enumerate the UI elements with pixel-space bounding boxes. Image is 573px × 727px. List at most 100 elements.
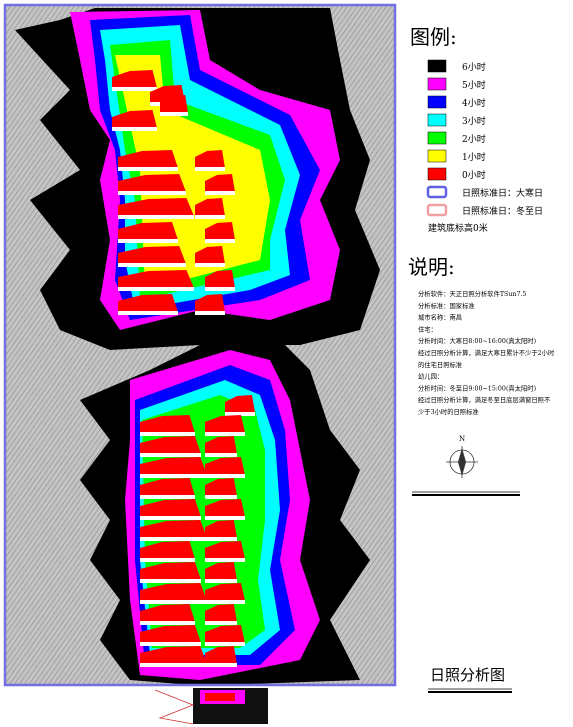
compass-label: N (459, 435, 465, 443)
legend-swatch (427, 149, 447, 163)
site-plan (5, 5, 395, 685)
building (205, 191, 235, 195)
legend-swatch (427, 95, 447, 109)
building-shadow (140, 415, 195, 433)
building-shadow (140, 583, 207, 601)
legend-label: 0小时 (462, 169, 486, 181)
building-shadow (118, 294, 178, 312)
note-line: 的住宅日照标准 (418, 360, 462, 369)
building (205, 537, 237, 541)
legend-swatch (426, 185, 448, 199)
building-shadow (118, 270, 194, 288)
building (205, 558, 245, 562)
note-line: 分析标准：国家标准 (418, 301, 475, 310)
compass: N (446, 435, 478, 478)
building-shadow (205, 270, 235, 288)
inset-leader (154, 689, 195, 725)
building (205, 621, 237, 625)
note-line: 少于3小时的日照标准 (418, 407, 479, 416)
building (140, 558, 195, 562)
building (205, 453, 237, 457)
building-shadow (140, 478, 195, 496)
building-shadow (140, 457, 207, 475)
legend-label: 3小时 (462, 115, 486, 127)
building-shadow (205, 520, 237, 538)
building-shadow (112, 70, 157, 88)
legend-label: 4小时 (462, 97, 486, 109)
building (140, 621, 195, 625)
building (140, 495, 195, 499)
building-shadow (205, 222, 235, 240)
building (140, 474, 207, 478)
building (140, 432, 195, 436)
building (118, 311, 178, 315)
note-line: 分析时间：大寒日8:00~16:00(真太阳时) (418, 336, 536, 345)
building-shadow (140, 562, 201, 580)
building (118, 215, 194, 219)
building (225, 412, 255, 416)
building (205, 495, 237, 499)
legend-title: 图例: (410, 25, 457, 49)
building (195, 311, 225, 315)
building-shadow (118, 174, 186, 192)
legend-swatch (427, 131, 447, 145)
note-line: 经过日照分析计算，满足冬至日底层满窗日照不 (418, 395, 551, 404)
note-line: 分析软件：天正日照分析软件TSun7.5 (418, 289, 527, 298)
building-shadow (118, 222, 178, 240)
building-shadow (112, 110, 157, 128)
building-shadow (205, 625, 245, 643)
legend-label: 日照标准日：冬至日 (462, 205, 543, 217)
building (205, 663, 237, 667)
note-line: 分析时间：冬至日9:00~15:00(真太阳时) (418, 383, 536, 392)
building-shadow (205, 478, 237, 496)
building-shadow (205, 415, 245, 433)
building (195, 167, 225, 171)
building-shadow (118, 150, 178, 168)
legend-label: 5小时 (462, 79, 486, 91)
note-line: 经过日照分析计算，满足大寒日累计不少于2小时 (418, 348, 555, 357)
legend-swatch (427, 167, 447, 181)
building (112, 87, 157, 91)
building (205, 474, 245, 478)
building (205, 516, 245, 520)
building (195, 215, 225, 219)
building (118, 263, 186, 267)
building-shadow (140, 646, 207, 664)
map-frame (3, 3, 397, 687)
building-shadow (160, 95, 188, 113)
building-shadow (140, 604, 195, 622)
building (140, 453, 201, 457)
notes-title: 说明: (408, 255, 455, 279)
building (140, 642, 201, 646)
building-shadow (140, 541, 195, 559)
building (205, 287, 235, 291)
building (205, 600, 245, 604)
legend-swatch (426, 203, 448, 217)
building-shadow (195, 198, 225, 216)
building (118, 239, 178, 243)
building (195, 263, 225, 267)
building (140, 516, 201, 520)
drawing-title: 日照分析图 (430, 666, 505, 684)
building (140, 600, 207, 604)
building-shadow (195, 294, 225, 312)
legend-label: 1小时 (462, 151, 486, 163)
building-shadow (140, 499, 201, 517)
building (118, 287, 194, 291)
building-shadow (205, 583, 245, 601)
building-shadow (195, 246, 225, 264)
building (205, 239, 235, 243)
building-shadow (205, 541, 245, 559)
building (118, 167, 178, 171)
building-shadow (140, 436, 201, 454)
legend-label: 6小时 (462, 61, 486, 73)
compass-needle (458, 448, 466, 476)
building (205, 432, 245, 436)
building-shadow (140, 625, 201, 643)
building (140, 537, 207, 541)
building (112, 127, 157, 131)
inset-building (205, 693, 235, 701)
